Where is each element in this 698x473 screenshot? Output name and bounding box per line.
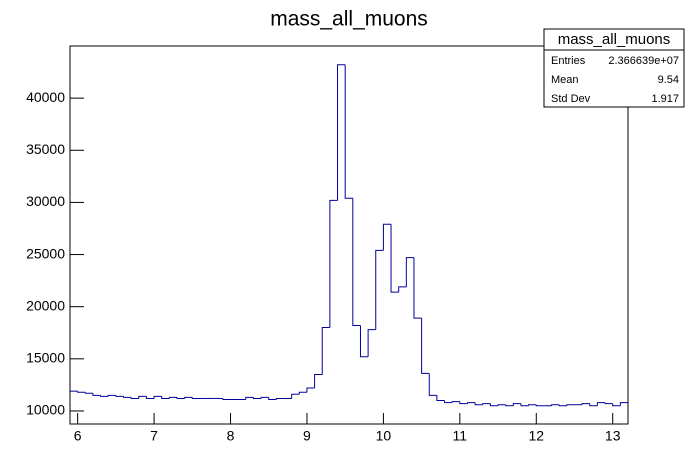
- histogram-bin: [528, 404, 537, 406]
- histogram-bin: [421, 318, 430, 374]
- histogram-bin: [184, 396, 193, 399]
- histogram-bin: [535, 404, 544, 407]
- x-tick-label: 11: [453, 428, 468, 444]
- histogram-bin: [405, 257, 414, 287]
- histogram-bin: [161, 396, 170, 399]
- histogram-bin: [558, 404, 567, 407]
- histogram-bin: [329, 199, 338, 328]
- histogram-bin: [252, 397, 262, 399]
- histogram-bin: [566, 404, 575, 406]
- x-tick-label: 10: [376, 428, 392, 444]
- histogram-bin: [191, 397, 200, 399]
- histogram-bin: [451, 401, 460, 403]
- histogram-bin: [92, 393, 101, 396]
- histogram-bin: [222, 398, 231, 400]
- histogram-bin: [100, 395, 109, 397]
- stats-label: Entries: [551, 55, 586, 67]
- histogram-bin: [604, 402, 613, 405]
- histogram-bin: [398, 286, 407, 293]
- histogram-bin: [168, 396, 178, 399]
- x-tick-label: 9: [303, 428, 311, 444]
- histogram-bin: [84, 392, 93, 394]
- histogram-bin: [176, 397, 185, 399]
- histogram-bin: [291, 393, 300, 399]
- chart-title: mass_all_muons: [270, 8, 428, 31]
- histogram-bin: [512, 403, 521, 406]
- histogram-bin: [321, 327, 330, 375]
- x-tick-label: 6: [74, 428, 82, 444]
- stats-box: [543, 28, 685, 108]
- histogram-bin: [130, 397, 139, 399]
- histogram-bin: [153, 395, 162, 399]
- histogram-bin: [115, 395, 124, 397]
- histogram-bin: [268, 397, 277, 400]
- x-tick-label: 7: [150, 428, 158, 444]
- histogram-bin: [337, 64, 346, 201]
- histogram-bin: [436, 395, 445, 402]
- histogram-bin: [497, 404, 506, 406]
- plot-frame: [69, 45, 629, 425]
- histogram-bin: [123, 396, 132, 398]
- x-tick-label: 8: [227, 428, 235, 444]
- histogram-bin: [375, 249, 384, 330]
- y-tick-label: 20000: [26, 297, 65, 313]
- histogram-bin: [77, 391, 86, 393]
- y-tick-label: 15000: [26, 350, 65, 366]
- histogram-bin: [260, 396, 269, 399]
- stats-value: 2.366639e+07: [608, 55, 679, 67]
- stats-value: 1.917: [651, 93, 679, 105]
- y-tick-label: 40000: [26, 89, 65, 105]
- histogram-bin: [245, 396, 254, 400]
- y-tick-label: 35000: [26, 141, 65, 157]
- histogram-bin: [459, 401, 468, 405]
- histogram-bin: [619, 402, 628, 406]
- histogram-bin: [413, 257, 422, 319]
- histogram-bin: [314, 373, 323, 389]
- histogram-bin: [505, 404, 514, 407]
- stats-value: 9.54: [658, 74, 679, 86]
- stats-label: Std Dev: [551, 93, 591, 105]
- histogram-bin: [390, 224, 399, 293]
- histogram-bin: [474, 402, 483, 406]
- histogram-bin: [482, 403, 491, 405]
- x-tick-label: 12: [528, 428, 544, 444]
- histogram-bin: [581, 403, 590, 405]
- histogram-bin: [612, 403, 621, 407]
- histogram-bin: [145, 396, 155, 399]
- histogram-bin: [589, 403, 598, 407]
- histogram-bin: [444, 400, 453, 404]
- histogram-bin: [367, 329, 376, 357]
- y-tick-label: 30000: [26, 193, 65, 209]
- histogram-bin: [489, 403, 499, 407]
- x-tick-label: 13: [605, 428, 621, 444]
- histogram-bin: [352, 198, 361, 326]
- stats-title: mass_all_muons: [558, 31, 671, 48]
- histogram-bin: [138, 395, 147, 399]
- histogram-bin: [596, 402, 606, 406]
- histogram-bin: [306, 387, 315, 393]
- histogram-bin: [275, 397, 285, 400]
- y-tick-label: 10000: [26, 402, 65, 418]
- histogram-bin: [520, 403, 529, 407]
- histogram-bin: [428, 373, 437, 396]
- y-tick-label: 25000: [26, 245, 65, 261]
- histogram-bin: [298, 391, 307, 395]
- histogram-bin: [551, 404, 560, 406]
- histogram-bin: [107, 394, 116, 397]
- histogram-bin: [466, 402, 476, 404]
- histogram-bin: [382, 223, 392, 251]
- histogram-bin: [344, 64, 353, 199]
- stats-label: Mean: [551, 74, 579, 86]
- histogram-bin: [359, 325, 369, 358]
